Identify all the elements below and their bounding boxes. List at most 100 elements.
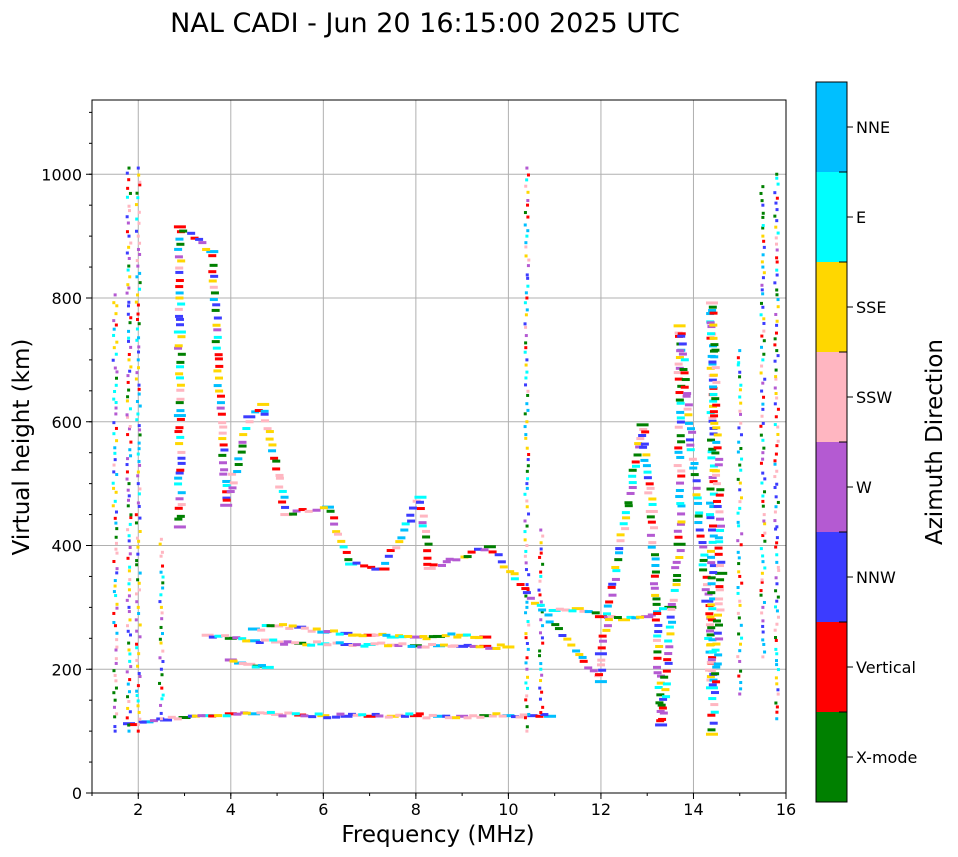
echo-mark [238,444,247,448]
echo-mark [215,389,224,393]
echo-mark [736,550,740,554]
echo-mark [284,711,293,715]
echo-mark [554,627,563,631]
echo-mark [628,468,637,472]
echo-mark [125,171,129,175]
echo-mark [129,345,133,349]
echo-mark [127,690,131,694]
echo-mark [775,560,779,564]
echo-mark [763,566,767,570]
echo-mark [525,694,529,698]
echo-mark [174,517,183,521]
echo-mark [261,419,270,423]
echo-mark [594,680,607,684]
echo-mark [539,667,543,671]
echo-mark [275,476,284,480]
echo-mark [624,504,633,508]
echo-mark [525,725,529,729]
echo-mark [761,253,765,257]
echo-mark [115,567,119,571]
grid-layer [92,100,787,794]
echo-mark [736,611,740,615]
echo-mark [128,633,132,637]
echo-mark [775,553,779,557]
echo-mark [317,714,330,718]
echo-mark [667,607,676,611]
echo-mark [736,591,740,595]
echo-mark [777,568,781,572]
echo-mark [409,644,422,648]
echo-mark [360,644,369,648]
echo-mark [664,661,673,665]
echo-mark [652,597,661,601]
echo-mark [439,643,448,647]
echo-mark [375,714,384,718]
echo-mark [254,409,263,413]
echo-mark [127,594,131,598]
echo-mark [737,570,741,574]
echo-mark [712,473,721,477]
echo-mark [759,301,763,305]
echo-mark [209,263,218,267]
echo-mark [775,582,779,586]
echo-mark [137,588,141,592]
echo-mark [525,544,529,547]
colorbar-segment-sse [816,262,847,352]
echo-mark [418,521,427,525]
echo-mark [190,236,199,240]
echo-mark [488,550,497,554]
echo-mark [127,729,131,733]
echo-mark [712,403,721,407]
echo-mark [525,234,529,238]
echo-mark [526,389,530,393]
echo-mark [127,166,131,170]
echo-mark [738,409,742,413]
echo-mark [699,558,708,562]
echo-mark [525,308,529,312]
echo-mark [137,459,141,463]
echo-mark [685,438,694,442]
echo-mark [641,430,650,434]
echo-mark [775,319,779,323]
echo-mark [662,695,671,699]
echo-mark [645,509,658,513]
echo-mark [655,644,664,648]
echo-mark [404,634,413,638]
echo-mark [760,260,764,264]
echo-mark [739,383,743,387]
echo-mark [705,513,714,517]
echo-mark [128,659,132,663]
echo-mark [716,517,725,521]
echo-mark [673,324,686,328]
echo-mark [138,241,142,245]
echo-mark [371,633,380,637]
echo-mark [774,415,778,419]
echo-mark [138,571,142,575]
echo-mark [352,713,361,717]
echo-mark [178,716,191,720]
echo-mark [716,488,725,492]
echo-mark [115,376,119,380]
echo-mark [160,718,173,722]
echo-mark [539,551,543,555]
echo-mark [137,671,141,675]
echo-mark [774,527,778,531]
echo-mark [135,275,139,279]
echo-mark [247,639,260,643]
echo-mark [523,519,527,523]
echo-mark [135,563,139,567]
echo-mark [646,533,655,537]
echo-mark [647,545,656,549]
echo-mark [126,624,130,628]
echo-mark [598,668,607,672]
echo-mark [760,288,764,292]
echo-mark [523,492,527,496]
echo-mark [651,570,660,574]
echo-mark [135,317,139,321]
echo-mark [738,500,742,504]
echo-mark [283,640,292,644]
echo-mark [136,196,140,200]
echo-mark [317,642,330,646]
echo-mark [674,535,683,539]
echo-mark [211,340,220,344]
